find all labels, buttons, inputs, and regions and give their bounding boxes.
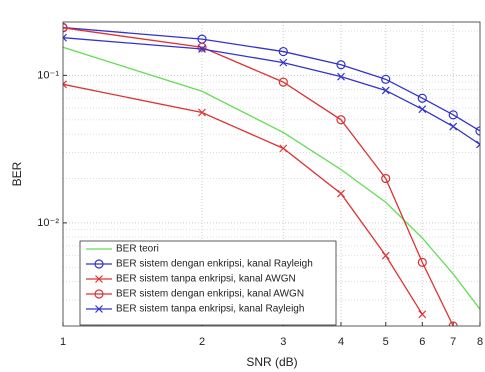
y-tick-label: 10⁻² xyxy=(37,217,59,229)
marker xyxy=(95,305,103,313)
marker xyxy=(198,45,206,53)
series-line xyxy=(63,83,423,315)
legend-label: BER sistem dengan enkripsi, kanal AWGN xyxy=(116,289,304,300)
legend-label: BER teori xyxy=(116,244,159,255)
marker xyxy=(336,115,346,125)
marker xyxy=(476,140,480,149)
x-tick-label: 5 xyxy=(383,336,389,348)
x-tick-label: 2 xyxy=(199,336,205,348)
x-tick-label: 3 xyxy=(280,336,286,348)
marker xyxy=(475,126,480,136)
marker xyxy=(417,93,427,103)
x-tick-label: 4 xyxy=(338,336,344,348)
marker xyxy=(197,42,207,52)
x-tick-label: 6 xyxy=(419,336,425,348)
plot-frame xyxy=(62,21,481,327)
marker xyxy=(381,173,391,184)
x-tick-label: 7 xyxy=(450,336,456,348)
series-line xyxy=(63,26,480,132)
marker xyxy=(336,60,346,70)
legend-box xyxy=(79,240,337,326)
marker xyxy=(381,74,391,84)
y-tick-label: 10⁻¹ xyxy=(37,69,59,81)
marker xyxy=(449,122,458,131)
series-line xyxy=(63,27,454,326)
marker xyxy=(95,275,103,283)
series-line xyxy=(63,37,480,146)
marker xyxy=(418,105,427,114)
y-axis-label: BER xyxy=(10,161,24,186)
marker xyxy=(198,108,206,117)
marker xyxy=(278,46,288,57)
marker xyxy=(63,80,67,89)
x-tick-label: 1 xyxy=(60,336,66,348)
marker xyxy=(448,110,458,120)
series-line xyxy=(63,46,480,310)
marker xyxy=(63,23,68,33)
legend-label: BER sistem tanpa enkripsi, kanal Rayleig… xyxy=(116,304,304,315)
marker xyxy=(337,72,345,81)
marker xyxy=(279,58,288,67)
marker xyxy=(63,33,67,42)
marker xyxy=(94,259,104,269)
marker xyxy=(279,144,288,153)
marker xyxy=(417,257,427,267)
x-axis-label: SNR (dB) xyxy=(246,355,297,369)
plot-series xyxy=(63,22,480,326)
marker xyxy=(381,86,390,95)
marker xyxy=(381,251,390,260)
x-tick-label: 8 xyxy=(477,336,483,348)
marker xyxy=(418,310,427,319)
marker xyxy=(448,321,458,326)
marker xyxy=(337,189,345,198)
marker xyxy=(94,289,104,299)
legend-label: BER sistem dengan enkripsi, kanal Raylei… xyxy=(116,259,313,270)
marker xyxy=(278,77,288,87)
legend-label: BER sistem tanpa enkripsi, kanal AWGN xyxy=(116,274,296,285)
